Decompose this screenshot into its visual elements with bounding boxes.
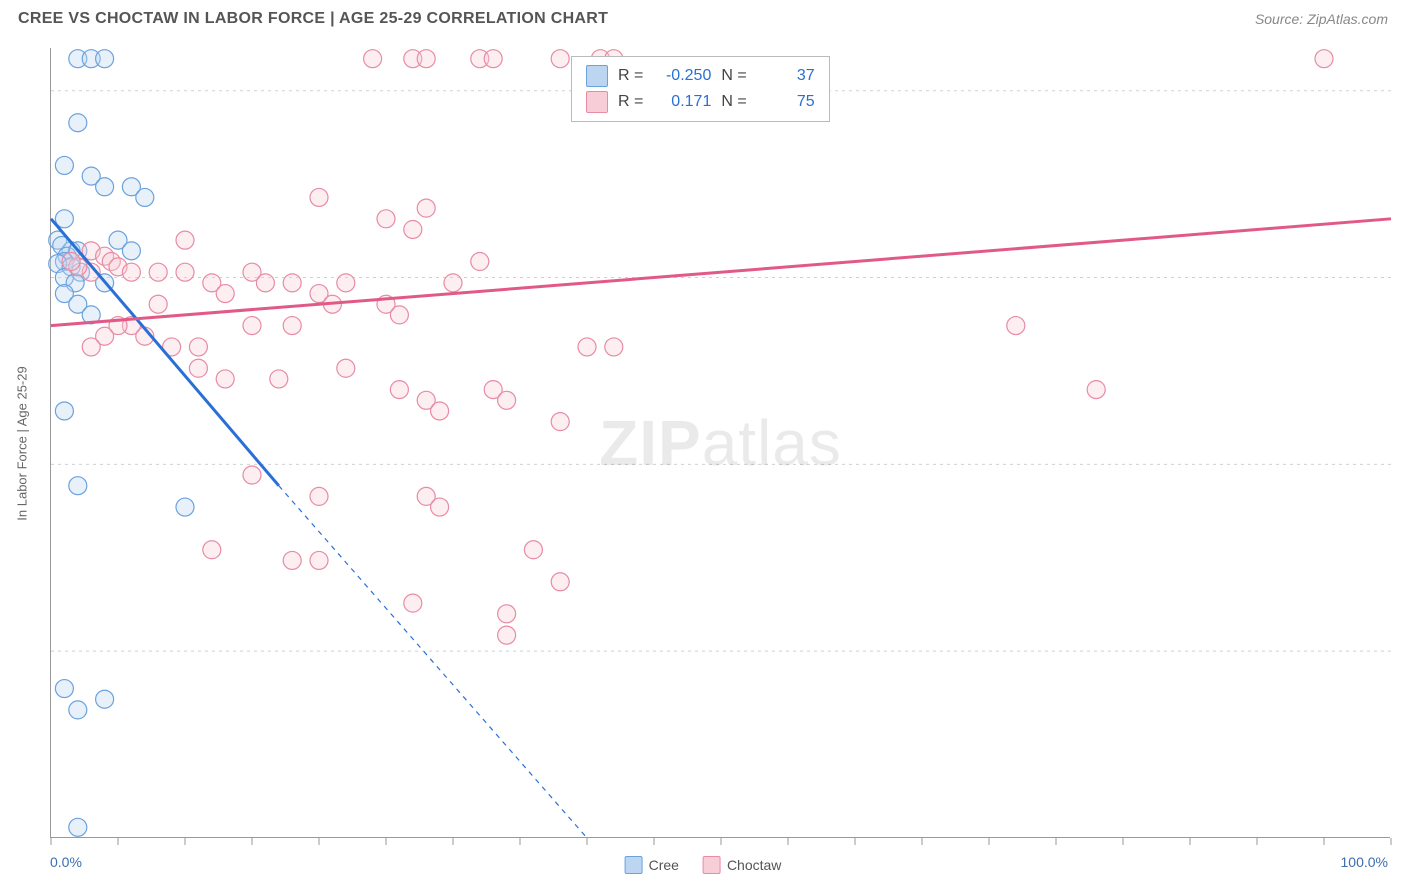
x-tick-label-max: 100.0%: [1341, 854, 1388, 870]
stats-row-choctaw: R = 0.171 N = 75: [586, 89, 815, 115]
legend-label-choctaw: Choctaw: [727, 857, 781, 873]
stats-r-label: R =: [618, 93, 643, 111]
stats-n-label: N =: [721, 67, 746, 85]
cree-swatch-icon: [586, 65, 608, 87]
stats-row-cree: R = -0.250 N = 37: [586, 63, 815, 89]
source-label: Source: ZipAtlas.com: [1255, 11, 1388, 27]
choctaw-swatch-icon: [586, 91, 608, 113]
x-tick-label-min: 0.0%: [50, 854, 82, 870]
correlation-stats-box: R = -0.250 N = 37 R = 0.171 N = 75: [571, 56, 830, 122]
stats-n-value-cree: 37: [757, 67, 815, 85]
chart-plot-area: R = -0.250 N = 37 R = 0.171 N = 75 ZIPat…: [50, 48, 1390, 838]
choctaw-swatch-icon: [703, 856, 721, 874]
chart-title: CREE VS CHOCTAW IN LABOR FORCE | AGE 25-…: [18, 10, 608, 28]
legend-label-cree: Cree: [649, 857, 679, 873]
legend-item-choctaw: Choctaw: [703, 856, 781, 874]
y-axis-label: In Labor Force | Age 25-29: [15, 366, 30, 520]
legend-item-cree: Cree: [625, 856, 679, 874]
stats-r-value-choctaw: 0.171: [653, 93, 711, 111]
scatter-svg: [51, 48, 1390, 837]
stats-r-value-cree: -0.250: [653, 67, 711, 85]
cree-swatch-icon: [625, 856, 643, 874]
stats-r-label: R =: [618, 67, 643, 85]
stats-n-value-choctaw: 75: [757, 93, 815, 111]
stats-n-label: N =: [721, 93, 746, 111]
legend: Cree Choctaw: [625, 856, 782, 874]
